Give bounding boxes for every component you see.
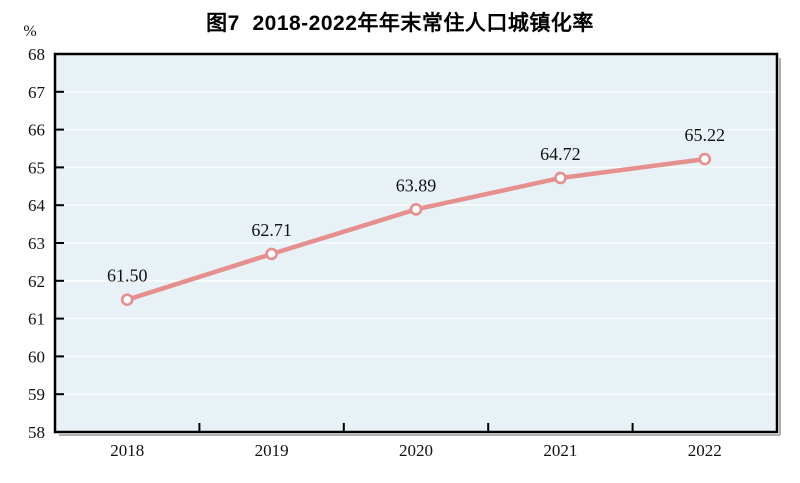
svg-text:68: 68 — [28, 45, 45, 64]
chart-title: 图7 2018-2022年年末常住人口城镇化率 — [206, 12, 594, 35]
svg-text:66: 66 — [28, 121, 45, 140]
svg-text:58: 58 — [28, 423, 45, 442]
svg-text:59: 59 — [28, 385, 45, 404]
svg-text:63.89: 63.89 — [396, 175, 437, 195]
svg-text:61: 61 — [28, 310, 45, 329]
svg-text:2021: 2021 — [543, 441, 577, 460]
svg-text:62: 62 — [28, 272, 45, 291]
svg-text:64: 64 — [28, 196, 46, 215]
svg-text:62.71: 62.71 — [251, 220, 292, 240]
svg-text:63: 63 — [28, 234, 45, 253]
svg-text:2019: 2019 — [255, 441, 289, 460]
svg-text:65.22: 65.22 — [685, 125, 726, 145]
svg-text:60: 60 — [28, 347, 45, 366]
svg-text:61.50: 61.50 — [107, 266, 148, 286]
svg-text:67: 67 — [28, 83, 46, 102]
svg-text:2020: 2020 — [399, 441, 433, 460]
svg-text:2018: 2018 — [110, 441, 144, 460]
y-axis-unit-label: % — [23, 23, 37, 40]
svg-text:65: 65 — [28, 158, 45, 177]
svg-text:64.72: 64.72 — [540, 144, 581, 164]
svg-text:2022: 2022 — [688, 441, 722, 460]
